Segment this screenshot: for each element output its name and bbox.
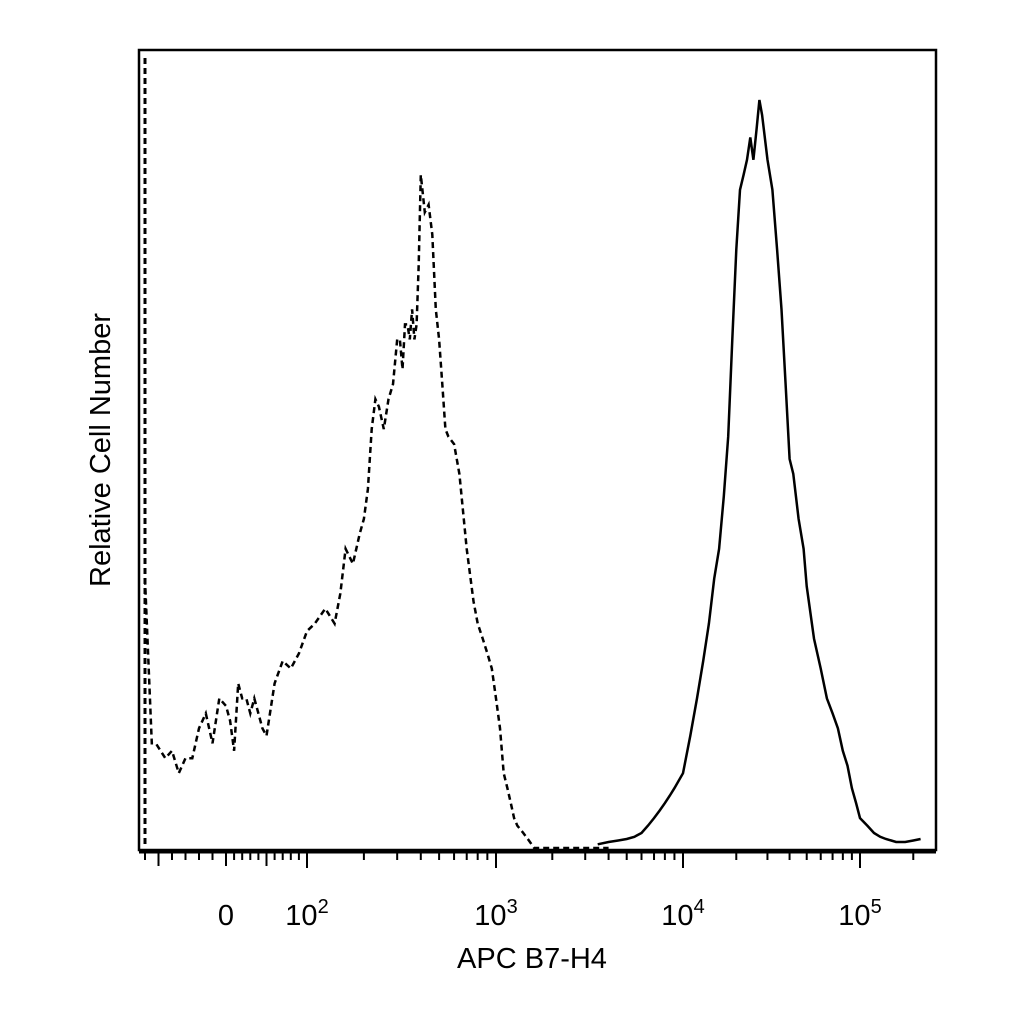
series-line-solid (597, 99, 921, 846)
x-tick-label: 104 (661, 896, 704, 932)
x-tick-labels: 0 102 103 104 105 (218, 896, 882, 932)
x-axis-ticks (144, 852, 915, 868)
series-line-dashed (143, 174, 609, 850)
y-axis-label: Relative Cell Number (85, 313, 117, 587)
plot-frame (137, 48, 938, 852)
series-layer (143, 58, 921, 850)
x-tick-label: 0 (218, 900, 234, 932)
x-axis-label: APC B7-H4 (457, 943, 607, 975)
x-tick-label: 102 (285, 896, 328, 932)
x-tick-label: 105 (838, 896, 881, 932)
x-tick-label: 103 (474, 896, 517, 932)
